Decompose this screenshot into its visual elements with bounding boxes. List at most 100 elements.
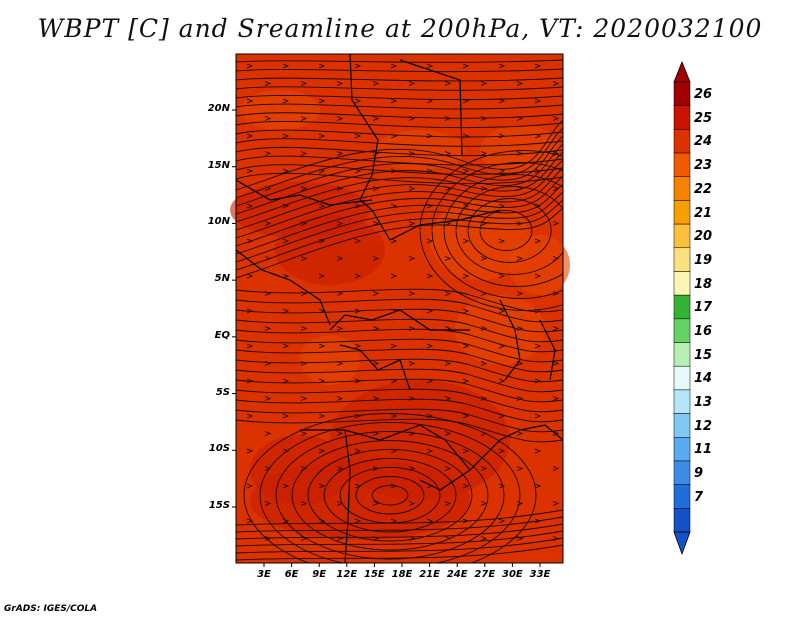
streamline-arrow <box>318 378 326 384</box>
streamline-arrow <box>426 378 434 384</box>
streamline-arrow <box>516 116 524 121</box>
streamline-arrow <box>264 536 272 541</box>
streamline-arrow <box>318 343 326 349</box>
colorbar-segment <box>673 129 691 154</box>
colorbar-segment <box>673 176 691 201</box>
streamline-arrow <box>534 518 542 524</box>
map-frame <box>235 53 564 564</box>
streamline <box>236 120 563 129</box>
colorbar-label: 25 <box>694 110 713 126</box>
footer-credit: GrADS: IGES/COLA <box>4 604 98 614</box>
lat-label: 10N <box>207 216 230 228</box>
streamline-arrow <box>300 431 308 436</box>
border-line <box>371 209 501 241</box>
streamline-arrow <box>516 536 524 541</box>
streamline-arrow <box>498 168 506 174</box>
streamline-arrow <box>480 291 488 296</box>
streamline-arrow <box>318 238 326 244</box>
streamline-arrow <box>408 81 416 86</box>
streamline <box>236 77 563 82</box>
streamline <box>371 485 409 506</box>
streamline-arrow <box>498 203 506 209</box>
streamline-arrow <box>390 378 398 384</box>
colorbar-label: 12 <box>694 418 713 434</box>
streamline-arrow <box>444 536 452 541</box>
streamline-arrow <box>552 116 560 121</box>
streamline-arrow <box>534 378 542 384</box>
streamline-arrow <box>408 431 416 436</box>
streamline-arrow <box>246 308 254 314</box>
streamline-arrow <box>390 238 398 244</box>
lon-label: 6E <box>284 569 299 580</box>
streamline-arrow <box>534 98 542 104</box>
colorbar-segment <box>673 247 691 272</box>
streamline-arrow <box>462 448 470 454</box>
streamline-arrow <box>444 396 452 401</box>
streamline-arrow <box>462 203 470 209</box>
streamline-arrow <box>300 151 308 156</box>
streamline-arrow <box>354 518 362 524</box>
streamline-arrow <box>264 466 272 471</box>
streamline-arrow <box>408 256 416 261</box>
streamline <box>236 368 563 393</box>
lat-label: EQ <box>214 329 230 341</box>
streamline-arrow <box>282 378 290 384</box>
streamline-arrow <box>246 203 254 209</box>
streamline-arrow <box>318 448 326 454</box>
streamline-arrow <box>462 378 470 384</box>
streamline-arrow <box>264 291 272 296</box>
streamline <box>236 537 563 554</box>
colorbar-segment <box>673 271 691 296</box>
streamline-arrow <box>408 361 416 366</box>
lon-label: 3E <box>257 569 271 580</box>
streamline-arrow <box>372 221 380 226</box>
streamline-arrow <box>354 133 362 139</box>
streamline-arrow <box>426 133 434 139</box>
streamline-arrow <box>408 186 416 191</box>
streamline-arrow <box>318 483 326 489</box>
streamline-arrow <box>552 431 560 436</box>
streamline <box>236 143 563 215</box>
lat-label: 15S <box>208 500 230 511</box>
streamline-arrow <box>336 256 344 261</box>
streamline-arrow <box>264 326 272 331</box>
streamline-arrow <box>282 308 290 314</box>
streamline-arrow <box>408 221 416 226</box>
chart-title: WBPT [C] and Sreamline at 200hPa, VT: 20… <box>37 14 763 43</box>
streamline-arrow <box>480 81 488 86</box>
streamline-arrow <box>516 221 524 226</box>
streamline-arrow <box>264 81 272 86</box>
streamline-arrow <box>264 361 272 366</box>
streamline-arrow <box>300 81 308 86</box>
streamline-arrow <box>264 221 272 226</box>
streamline-arrow <box>372 361 380 366</box>
streamline-arrow <box>372 256 380 261</box>
streamline-arrow <box>480 466 488 471</box>
streamline-arrow <box>354 238 362 244</box>
streamline-arrow <box>426 448 434 454</box>
streamline-arrow <box>462 63 470 69</box>
streamline-arrow <box>300 361 308 366</box>
streamline <box>355 476 425 515</box>
streamline-arrow <box>246 63 254 69</box>
streamline <box>236 318 563 343</box>
streamline-arrow <box>282 518 290 524</box>
colorbar-top-arrow <box>673 60 691 83</box>
streamline-arrow <box>246 98 254 104</box>
lat-label: 10S <box>208 443 230 455</box>
lon-label: 27E <box>474 569 496 580</box>
streamline-arrow <box>462 133 470 139</box>
streamline-arrow <box>552 291 560 296</box>
streamline-arrow <box>408 536 416 541</box>
streamline-arrow <box>444 431 452 436</box>
streamline-arrow <box>246 378 254 384</box>
streamline-arrow <box>480 501 488 506</box>
streamline-arrow <box>336 466 344 471</box>
streamline-arrow <box>516 151 524 156</box>
colorbar-segment <box>673 484 691 509</box>
fill-patch <box>275 215 385 285</box>
border-line <box>344 429 351 563</box>
streamline-arrow <box>480 536 488 541</box>
streamline <box>236 298 563 323</box>
streamline-arrow <box>246 448 254 454</box>
